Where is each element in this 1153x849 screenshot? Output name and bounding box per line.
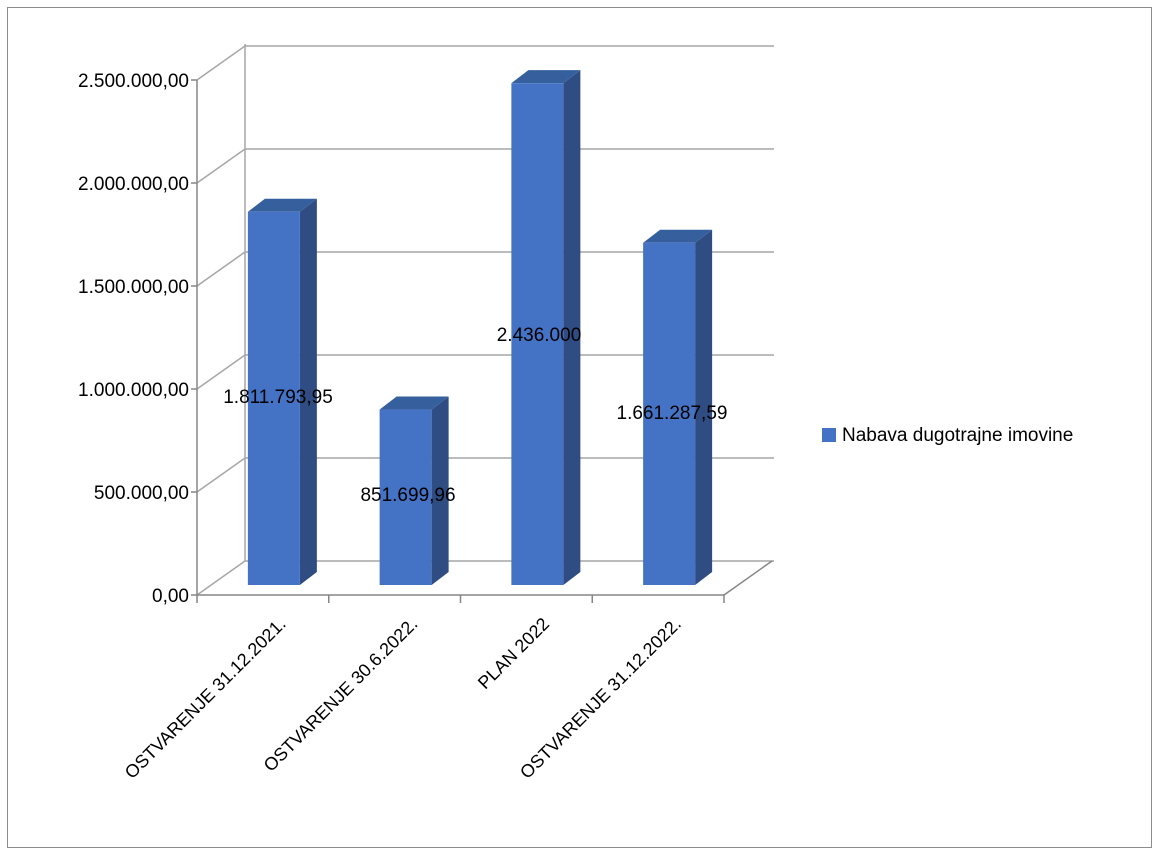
gridline <box>196 148 774 184</box>
gridline <box>196 457 774 493</box>
bar <box>247 198 317 585</box>
x-tick-label: PLAN 2022 <box>474 614 553 693</box>
bar-front <box>247 211 300 585</box>
bar-top <box>247 198 317 212</box>
gridline <box>196 251 774 287</box>
bar <box>379 396 449 585</box>
grid-layer <box>196 44 774 596</box>
y-tick-label: 2.000.000,00 <box>78 174 189 195</box>
data-label: 1.811.793,95 <box>223 387 333 408</box>
y-tick-label: 1.500.000,00 <box>78 277 189 298</box>
x-axis: OSTVARENJE 31.12.2021.OSTVARENJE 30.6.20… <box>121 560 773 783</box>
floor-right-edge <box>723 560 773 596</box>
y-tick-label: 1.000.000,00 <box>78 380 189 401</box>
bar-front <box>643 242 696 585</box>
data-label: 2.436.000 <box>497 325 582 346</box>
data-labels: 1.811.793,95 851.699,96 2.436.000 1.661.287… <box>223 325 727 506</box>
bar-top <box>643 229 713 243</box>
bar-side <box>563 70 581 585</box>
bar-side <box>431 396 449 585</box>
bar-front <box>511 83 564 586</box>
y-tick-label: 2.500.000,00 <box>78 71 189 92</box>
bar-top <box>511 70 581 84</box>
bar <box>511 70 581 586</box>
bar-side <box>695 229 713 585</box>
y-tick-label: 0,00 <box>152 586 189 607</box>
legend-entry: Nabava dugotrajne imovine <box>842 425 1073 446</box>
bar <box>643 229 713 585</box>
bars-layer <box>247 70 713 586</box>
gridline <box>196 560 774 596</box>
data-label: 1.661.287,59 <box>617 403 728 424</box>
bar-side <box>299 198 317 585</box>
legend: Nabava dugotrajne imovine <box>822 425 1073 446</box>
legend-swatch <box>822 428 836 442</box>
gridline <box>196 45 774 81</box>
y-tick-label: 500.000,00 <box>94 483 189 504</box>
bar-top <box>379 396 449 410</box>
gridline <box>196 354 774 390</box>
x-tick-label: OSTVARENJE 30.6.2022. <box>260 614 422 776</box>
bar-front <box>379 409 432 585</box>
y-axis: 0,00 500.000,00 1.000.000,00 1.500.000,00 2.… <box>78 71 198 607</box>
data-label: 851.699,96 <box>360 485 455 506</box>
